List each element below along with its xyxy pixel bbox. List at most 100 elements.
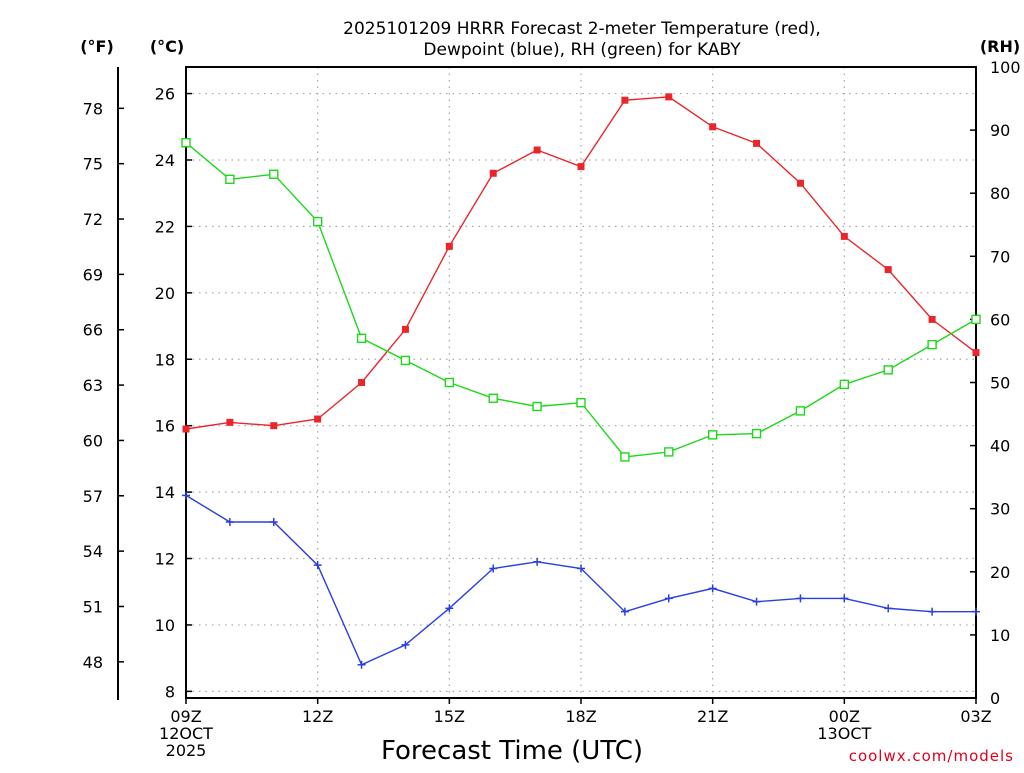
dewpoint-point — [796, 594, 805, 603]
dewpoint-point — [928, 607, 937, 616]
temperature-point — [445, 242, 453, 250]
celsius-ticks: 8 10 12 14 16 18 20 22 24 26 — [155, 85, 192, 701]
celsius-tick-label: 20 — [155, 284, 175, 303]
dewpoint-point — [620, 607, 629, 616]
celsius-tick-label: 22 — [155, 217, 175, 236]
chart-title-line-1: 2025101209 HRRR Forecast 2-meter Tempera… — [343, 19, 821, 39]
celsius-tick-label: 10 — [155, 616, 175, 635]
fahrenheit-tick-label: 48 — [83, 653, 103, 672]
celsius-unit-label: (°C) — [150, 37, 184, 56]
celsius-tick-label: 12 — [155, 550, 175, 569]
dewpoint-point — [972, 607, 980, 616]
chart-title-line-2: Dewpoint (blue), RH (green) for KABY — [423, 40, 741, 60]
temperature-point — [533, 146, 541, 154]
time-tick-label: 15Z — [434, 707, 465, 726]
rh-tick-label: 30 — [990, 500, 1010, 519]
series-layer — [181, 93, 981, 669]
time-tick-label: 12OCT — [159, 724, 213, 743]
rh-point — [181, 138, 191, 148]
rh-tick-label: 70 — [990, 247, 1010, 266]
series-line — [185, 142, 977, 458]
temperature-point — [884, 266, 892, 274]
rh-point — [269, 169, 279, 179]
rh-point — [400, 355, 411, 366]
rh-point — [356, 333, 367, 344]
rh-point — [225, 174, 235, 185]
temperature-point — [358, 379, 366, 386]
rh-point — [488, 393, 498, 403]
dewpoint-point — [357, 660, 366, 669]
temperature-point — [928, 315, 936, 323]
rh-point — [312, 216, 323, 227]
temperature-point — [182, 425, 190, 433]
time-tick-label: 13OCT — [817, 724, 871, 743]
rh-tick-label: 10 — [990, 626, 1010, 645]
fahrenheit-tick-label: 63 — [83, 376, 103, 395]
rh-tick-label: 0 — [990, 689, 1000, 708]
temperature-point — [577, 163, 585, 171]
dewpoint-point — [577, 564, 585, 573]
dewpoint-point — [708, 584, 717, 593]
dewpoint-point — [401, 640, 410, 649]
dewpoint-point — [182, 491, 190, 500]
temperature-point — [621, 96, 629, 104]
temperature-point — [665, 93, 673, 101]
rh-unit-label: (RH) — [980, 37, 1020, 56]
fahrenheit-tick-label: 66 — [83, 321, 103, 340]
dewpoint-point — [445, 604, 454, 613]
rh-point — [620, 452, 630, 462]
time-tick-label: 18Z — [565, 707, 596, 726]
rh-point — [751, 428, 762, 439]
fahrenheit-tick-label: 69 — [83, 265, 103, 284]
fahrenheit-tick-label: 78 — [83, 99, 103, 118]
fahrenheit-ticks: 48 51 54 57 60 63 66 69 72 75 78 — [83, 99, 124, 672]
rh-point — [532, 401, 542, 412]
dewpoint-point — [489, 564, 498, 573]
rh-point — [927, 339, 937, 350]
celsius-tick-label: 18 — [155, 350, 175, 369]
dewpoint-point — [884, 604, 893, 613]
rh-point — [883, 365, 893, 375]
temperature-point — [314, 415, 322, 423]
rh-tick-label: 40 — [990, 437, 1010, 456]
temperature-point — [972, 349, 980, 357]
time-tick-label: 2025 — [166, 741, 207, 760]
fahrenheit-tick-label: 51 — [83, 597, 103, 616]
rh-point — [707, 430, 718, 440]
dewpoint-point — [664, 594, 673, 603]
credit-text: coolwx.com/models — [849, 747, 1014, 765]
time-tick-label: 21Z — [697, 707, 728, 726]
time-tick-label: 09Z — [170, 707, 201, 726]
temperature-point — [270, 422, 278, 430]
temperature-point — [489, 169, 497, 177]
celsius-tick-label: 14 — [155, 483, 175, 502]
fahrenheit-tick-label: 54 — [83, 542, 103, 561]
time-tick-label: 12Z — [302, 707, 333, 726]
rh-point — [971, 314, 981, 325]
dewpoint-point — [752, 597, 761, 606]
rh-tick-label: 60 — [990, 310, 1010, 329]
rh-point — [839, 379, 850, 390]
temperature-point — [401, 325, 409, 333]
rh-tick-label: 80 — [990, 184, 1010, 203]
time-tick-label: 00Z — [829, 707, 860, 726]
dewpoint-point — [269, 517, 278, 526]
x-axis-label: Forecast Time (UTC) — [381, 736, 643, 766]
fahrenheit-tick-label: 57 — [83, 487, 103, 506]
rh-tick-label: 50 — [990, 374, 1010, 393]
celsius-tick-label: 24 — [155, 151, 175, 170]
rh-point — [576, 397, 586, 408]
celsius-tick-label: 26 — [155, 85, 175, 104]
fahrenheit-tick-label: 72 — [83, 210, 103, 229]
rh-point — [664, 447, 674, 457]
dewpoint-point — [225, 517, 234, 526]
celsius-tick-label: 16 — [155, 417, 175, 436]
gridlines — [186, 67, 976, 698]
temperature-point — [840, 232, 848, 240]
fahrenheit-tick-label: 75 — [83, 155, 103, 174]
dewpoint-point — [533, 557, 542, 566]
rh-ticks: 0 10 20 30 40 50 60 70 80 90 100 — [970, 58, 1021, 708]
